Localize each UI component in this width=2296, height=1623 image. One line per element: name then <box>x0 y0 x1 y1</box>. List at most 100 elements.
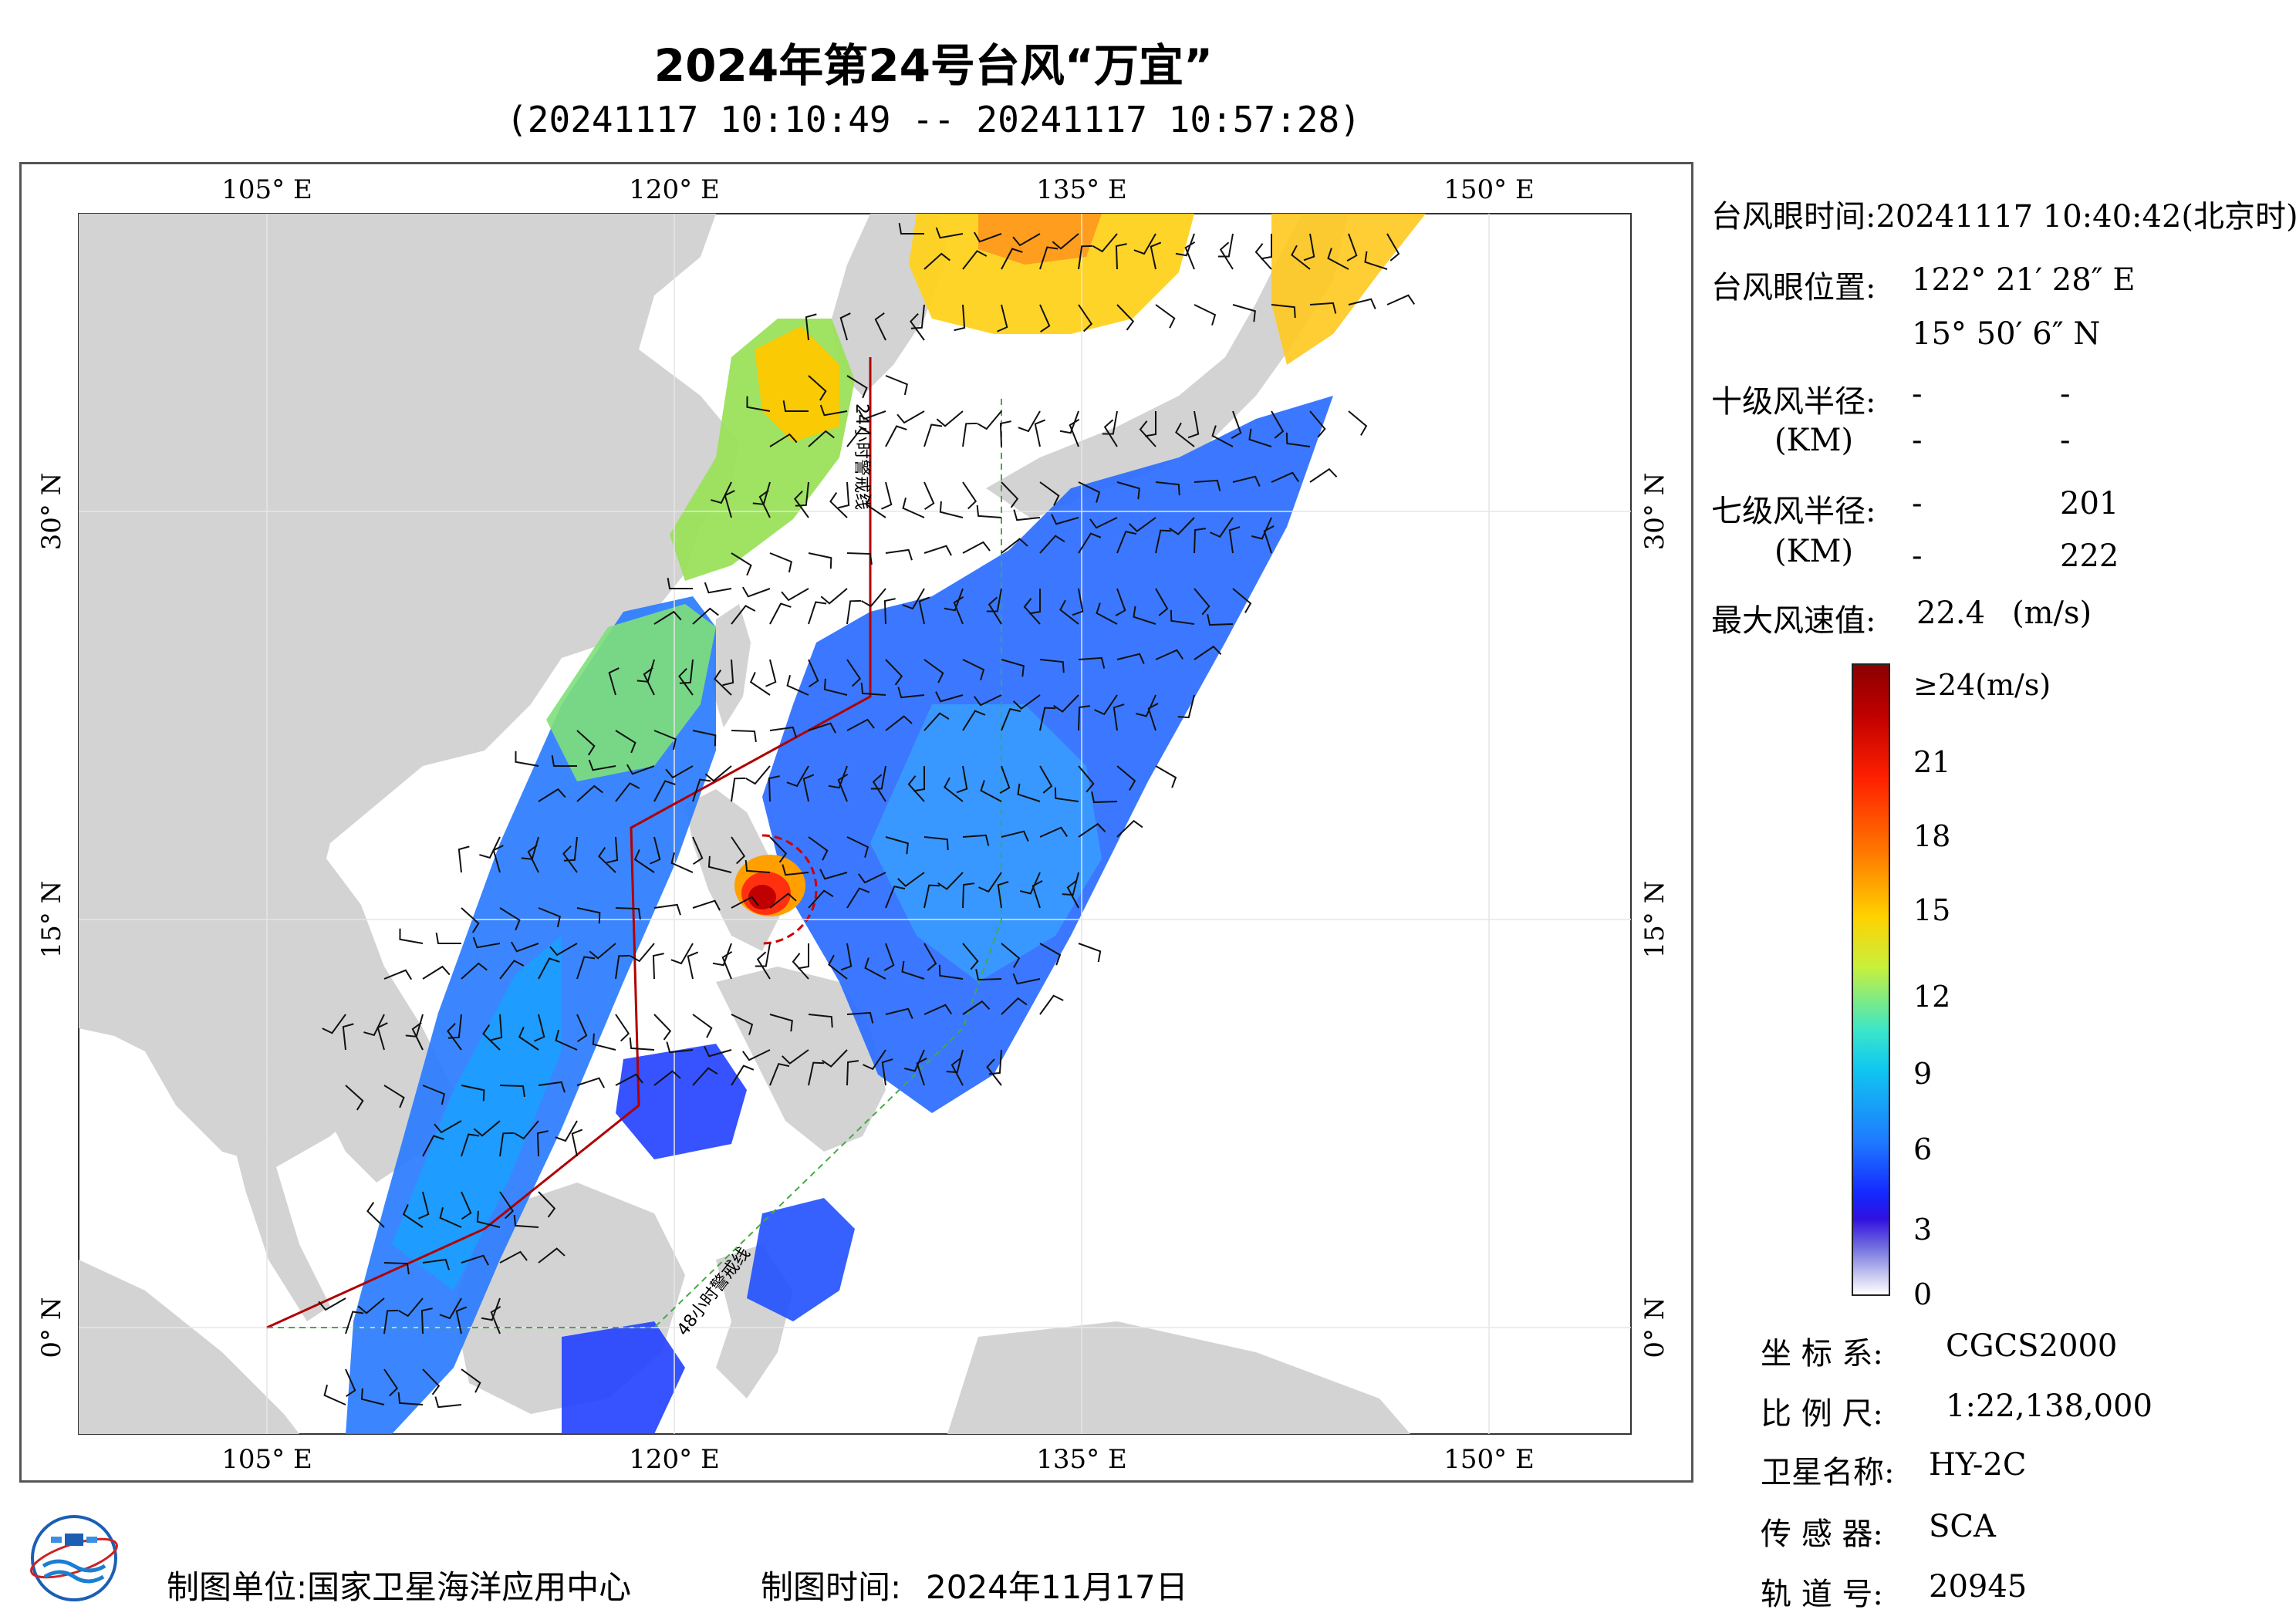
wind-barb <box>731 1065 755 1086</box>
sensor-value: SCA <box>1929 1509 1996 1544</box>
wind-barb <box>1039 826 1069 838</box>
eye-longitude: 122° 21′ 28″ E <box>1912 262 2136 298</box>
wind-barb <box>923 836 949 851</box>
map-frame[interactable]: 24小时警戒线 48小时警戒线 105° E 120° E 135° E 150… <box>19 162 1693 1483</box>
wind-barb <box>615 730 636 754</box>
wind-barb <box>1169 517 1195 535</box>
wind-barb <box>1054 787 1079 802</box>
max-wind-label: 最大风速值: <box>1711 603 1876 639</box>
wind-barb <box>1018 410 1041 433</box>
r7-value-1: - <box>1912 486 1923 521</box>
wind-barb <box>923 423 943 447</box>
wind-barb <box>345 1085 364 1111</box>
wind-barb <box>360 1388 385 1405</box>
wind-barb <box>1078 765 1095 793</box>
wind-barb <box>461 1133 480 1157</box>
colorbar-label-21: 21 <box>1913 745 1951 779</box>
wind-barb <box>576 730 596 756</box>
bottom-tick-105: 105° E <box>221 1444 312 1475</box>
wind-barb <box>435 933 461 944</box>
wind-barb <box>1261 234 1272 260</box>
wind-barb <box>769 1063 790 1086</box>
wind-barb <box>383 1262 410 1275</box>
wind-barb <box>398 1297 424 1318</box>
wind-barb <box>1115 588 1126 617</box>
eye-time: 台风眼时间:20241117 10:40:42(北京时) <box>1711 199 2296 235</box>
wind-barb <box>741 586 771 598</box>
wind-barb <box>1291 245 1311 270</box>
wind-barb <box>808 722 836 734</box>
wind-barb <box>1194 645 1222 660</box>
wind-barb <box>731 896 759 909</box>
wind-barb <box>724 490 735 518</box>
wind-barb <box>515 751 539 767</box>
left-tick-0n: 0° N <box>36 1297 67 1358</box>
wind-barb <box>1309 467 1338 483</box>
wind-barb <box>923 252 950 270</box>
wind-field-map[interactable]: 24小时警戒线 48小时警戒线 105° E 120° E 135° E 150… <box>22 164 1691 1480</box>
wind-barb <box>1115 243 1127 270</box>
wind-barb <box>1194 528 1207 554</box>
wind-barb <box>1091 791 1118 804</box>
wind-barb <box>756 951 771 980</box>
wind-barb <box>935 227 964 239</box>
wind-barb <box>555 1029 578 1051</box>
wind-barb <box>551 755 577 767</box>
wind-barb <box>731 605 756 625</box>
r7-unit: (KM) <box>1774 534 1854 569</box>
wind-barb <box>913 766 925 792</box>
wind-barb <box>538 957 560 980</box>
wind-barb <box>1059 599 1079 625</box>
wind-barb <box>1175 233 1195 257</box>
wind-barb <box>1177 694 1195 719</box>
wind-barb <box>923 545 952 556</box>
wind-barb <box>1116 819 1143 838</box>
wind-barb <box>745 859 771 873</box>
wind-barb <box>938 964 964 980</box>
wind-barb <box>714 670 732 696</box>
wind-barb <box>731 730 757 743</box>
wind-barb <box>828 765 848 789</box>
wind-barb <box>615 1014 630 1042</box>
r7-value-2: 201 <box>2060 486 2119 521</box>
r7-value-4: 222 <box>2060 538 2119 574</box>
wind-barb <box>606 836 619 864</box>
wind-barb <box>1116 481 1140 500</box>
wind-barb <box>1078 656 1106 669</box>
wind-barb <box>1013 509 1041 521</box>
wind-barb <box>860 682 886 696</box>
wind-barb <box>670 943 694 965</box>
crs-value: CGCS2000 <box>1946 1328 2118 1364</box>
wind-barb <box>808 375 827 401</box>
wind-barb <box>870 765 886 790</box>
scale-value: 1:22,138,000 <box>1946 1388 2152 1424</box>
wind-barb <box>1092 233 1118 253</box>
max-wind-unit: (m/s) <box>2012 596 2092 631</box>
wind-barb <box>1309 410 1326 438</box>
wind-barb <box>1116 531 1137 554</box>
wind-barb <box>476 1210 501 1228</box>
wind-barb <box>1039 246 1059 270</box>
bottom-tick-120: 120° E <box>629 1444 720 1475</box>
wind-barb <box>589 943 616 960</box>
crs-label: 坐 标 系: <box>1761 1336 1883 1372</box>
wind-barb <box>1155 529 1172 554</box>
wind-barb <box>865 494 886 518</box>
wind-barb <box>1034 419 1046 447</box>
wind-barb <box>562 845 578 873</box>
wind-barb <box>786 765 809 788</box>
graticule <box>79 214 1631 1434</box>
wind-barb <box>1078 822 1106 838</box>
mainland-asia <box>79 214 739 1167</box>
wind-barb <box>422 1368 441 1395</box>
wind-barb <box>1139 420 1156 447</box>
wind-barb <box>962 541 991 554</box>
wind-barbs <box>318 223 1416 1409</box>
wind-barb <box>1116 653 1145 664</box>
wind-barb <box>846 887 870 909</box>
wind-barb <box>1001 538 1028 554</box>
wind-barb <box>846 1060 859 1086</box>
colorbar-label-12: 12 <box>1913 980 1951 1014</box>
wind-barb <box>499 1132 515 1157</box>
wind-barb <box>692 730 717 747</box>
